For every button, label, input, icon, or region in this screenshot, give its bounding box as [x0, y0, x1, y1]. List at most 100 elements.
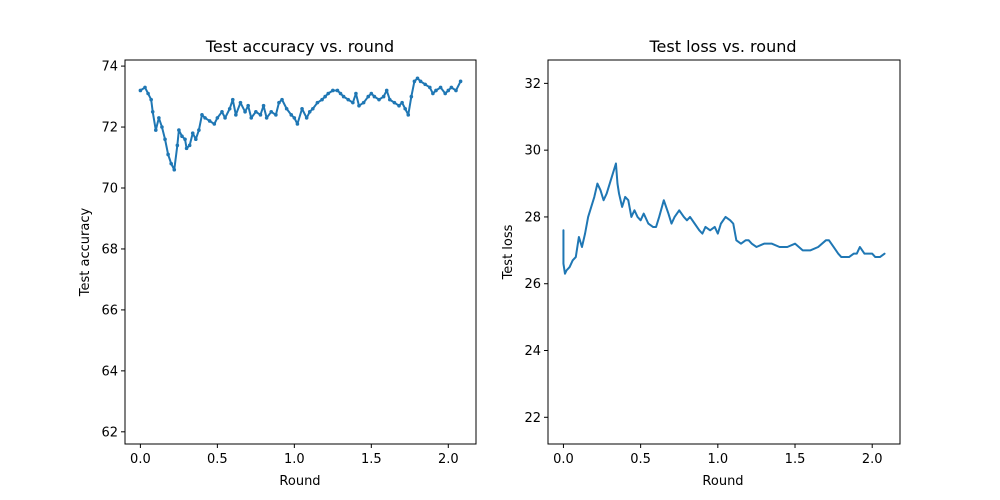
- accuracy-axes-frame: [124, 59, 477, 445]
- accuracy-data-point: [372, 94, 377, 99]
- accuracy-xtick-label: 1.0: [284, 452, 305, 467]
- accuracy-data-point: [443, 91, 448, 96]
- accuracy-data-point: [254, 110, 258, 114]
- loss-axes-frame: [547, 59, 901, 445]
- loss-plot-area: [562, 162, 886, 275]
- accuracy-data-point: [157, 116, 161, 120]
- accuracy-xtick-label: 2.0: [438, 452, 459, 467]
- accuracy-subplot: Test accuracy vs. round Round Test accur…: [78, 37, 477, 489]
- accuracy-xtick-label: 1.5: [361, 452, 382, 467]
- accuracy-data-point: [180, 134, 184, 138]
- accuracy-ytick-label: 74: [101, 60, 118, 75]
- accuracy-data-point: [431, 91, 435, 96]
- accuracy-data-point: [175, 143, 180, 148]
- accuracy-data-point: [361, 100, 366, 105]
- loss-ytick-label: 30: [524, 144, 541, 159]
- loss-xtick-label: 0.5: [630, 452, 651, 467]
- accuracy-data-point: [292, 116, 297, 120]
- accuracy-data-point: [246, 103, 250, 108]
- loss-ytick-label: 22: [524, 411, 541, 426]
- loss-xtick-label: 1.0: [707, 452, 728, 467]
- accuracy-data-point: [351, 100, 355, 105]
- accuracy-data-point: [227, 106, 232, 111]
- accuracy-data-point: [184, 146, 189, 151]
- accuracy-data-point: [212, 122, 217, 126]
- accuracy-data-point: [409, 94, 414, 99]
- accuracy-data-point: [289, 113, 294, 117]
- accuracy-data-point: [197, 128, 201, 132]
- accuracy-data-point: [454, 88, 458, 93]
- accuracy-ytick-label: 62: [101, 425, 118, 440]
- accuracy-data-point: [295, 122, 300, 126]
- accuracy-data-point: [341, 94, 346, 99]
- accuracy-data-point: [438, 85, 443, 90]
- accuracy-data-point: [307, 110, 312, 114]
- loss-subplot: Test loss vs. round Round Test loss 0.0 0…: [501, 37, 901, 489]
- accuracy-data-point: [418, 79, 423, 84]
- accuracy-data-point: [138, 88, 143, 93]
- loss-ytick-label: 26: [524, 277, 541, 292]
- accuracy-data-point: [346, 97, 351, 102]
- accuracy-title: Test accuracy vs. round: [205, 37, 394, 56]
- accuracy-data-point: [304, 116, 309, 120]
- accuracy-data-point: [249, 116, 254, 120]
- accuracy-data-point: [434, 88, 438, 93]
- accuracy-data-point: [335, 88, 340, 93]
- accuracy-data-point: [274, 113, 278, 117]
- accuracy-data-point: [338, 91, 343, 96]
- accuracy-data-point: [280, 97, 284, 102]
- accuracy-data-point: [446, 88, 451, 93]
- loss-xtick-label: 1.5: [785, 452, 806, 467]
- accuracy-data-point: [381, 94, 386, 99]
- accuracy-data-point: [261, 103, 266, 108]
- accuracy-data-point: [234, 113, 238, 117]
- accuracy-data-point: [169, 161, 173, 166]
- accuracy-data-point: [207, 119, 212, 123]
- accuracy-ytick-label: 68: [101, 242, 118, 257]
- accuracy-data-point: [384, 88, 389, 93]
- accuracy-data-point: [423, 82, 427, 87]
- accuracy-xlabel: Round: [279, 474, 320, 489]
- accuracy-data-point: [230, 97, 235, 102]
- accuracy-data-point: [366, 94, 371, 99]
- loss-ytick-label: 32: [524, 77, 541, 92]
- accuracy-data-point: [311, 106, 315, 111]
- accuracy-data-point: [203, 116, 207, 120]
- accuracy-data-point: [264, 116, 269, 120]
- accuracy-data-point: [357, 103, 361, 108]
- accuracy-data-point: [153, 128, 158, 132]
- accuracy-data-point: [369, 91, 374, 96]
- accuracy-ylabel: Test accuracy: [78, 208, 93, 298]
- accuracy-plot-area: [138, 76, 463, 172]
- accuracy-data-point: [143, 85, 147, 90]
- accuracy-data-point: [400, 100, 404, 105]
- loss-xlabel: Round: [702, 474, 743, 489]
- accuracy-data-point: [172, 167, 177, 172]
- accuracy-data-point: [177, 128, 181, 132]
- loss-series-line: [562, 162, 886, 275]
- accuracy-data-point: [243, 110, 247, 114]
- accuracy-data-point: [187, 143, 192, 148]
- accuracy-data-point: [449, 85, 454, 90]
- accuracy-data-point: [428, 85, 432, 90]
- accuracy-data-point: [387, 97, 392, 102]
- loss-xtick-label: 0.0: [553, 452, 574, 467]
- accuracy-data-point: [238, 100, 243, 105]
- accuracy-data-point: [190, 131, 195, 135]
- loss-ticks: 0.0 0.5 1.0 1.5 2.0 22 24 26 28 30 32: [524, 77, 882, 467]
- accuracy-data-point: [300, 106, 304, 111]
- accuracy-data-point: [392, 100, 397, 105]
- accuracy-data-point: [406, 113, 411, 117]
- accuracy-data-point: [415, 76, 420, 81]
- accuracy-data-point: [149, 97, 153, 102]
- accuracy-data-point: [146, 91, 150, 96]
- loss-xtick-label: 2.0: [862, 452, 883, 467]
- accuracy-ytick-label: 70: [101, 182, 118, 197]
- accuracy-data-point: [412, 79, 417, 84]
- accuracy-ytick-label: 66: [101, 303, 118, 318]
- accuracy-data-point: [258, 113, 263, 117]
- accuracy-data-point: [403, 106, 407, 111]
- accuracy-data-point: [200, 113, 204, 117]
- loss-ytick-label: 28: [524, 210, 541, 225]
